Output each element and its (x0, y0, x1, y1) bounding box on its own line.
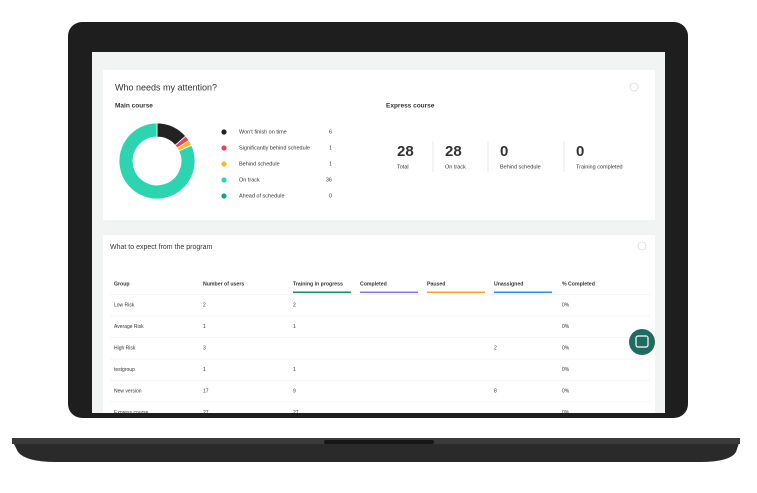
legend-dot (221, 177, 227, 183)
column-underline (427, 291, 485, 294)
program-card (103, 235, 655, 413)
legend-dot (221, 129, 227, 135)
card-title: What to expect from the program (110, 244, 212, 251)
table-cell: 0% (562, 345, 570, 351)
legend-value: 36 (326, 177, 332, 183)
column-underline (293, 291, 351, 294)
column-header: Paused (427, 281, 445, 287)
table-cell: 2 (203, 302, 206, 308)
legend-value: 0 (329, 193, 332, 199)
table-cell: 27 (203, 410, 209, 416)
table-cell: 2 (293, 302, 296, 308)
table-cell: 1 (293, 367, 296, 373)
stat-value: 28 (445, 143, 462, 160)
card-title: Who needs my attention? (115, 82, 217, 92)
legend-value: 1 (329, 145, 332, 151)
attention-card (103, 70, 655, 220)
table-cell: 9 (293, 388, 296, 394)
legend-label: Significantly behind schedule (239, 145, 310, 151)
help-icon[interactable] (637, 241, 647, 251)
group-link[interactable]: Low Risk (114, 302, 135, 308)
column-header: Training in progress (293, 281, 343, 287)
group-link[interactable]: High Risk (114, 345, 136, 351)
legend-label: On track (239, 177, 260, 183)
legend-value: 1 (329, 161, 332, 167)
table-cell: 27 (293, 410, 299, 416)
group-link[interactable]: testgroup (114, 367, 135, 373)
stat-label: Total (397, 164, 409, 170)
stat-value: 0 (576, 143, 584, 160)
stat-value: 28 (397, 143, 414, 160)
dashboard: Who needs my attention? Main course Expr… (103, 70, 655, 416)
column-header: Completed (360, 281, 387, 287)
section-title: Express course (386, 103, 435, 110)
table-cell: 0% (562, 367, 570, 373)
table-cell: 0% (562, 302, 570, 308)
column-header: Unassigned (494, 281, 523, 287)
table-cell: 3 (203, 345, 206, 351)
column-header: Number of users (203, 281, 244, 287)
legend-dot (221, 145, 227, 151)
legend-value: 6 (329, 129, 332, 135)
table-cell: 0% (562, 324, 570, 330)
table-cell: 17 (203, 388, 209, 394)
legend-label: Ahead of schedule (239, 193, 285, 199)
column-underline (494, 291, 552, 294)
legend-dot (221, 193, 227, 199)
table-cell: 1 (293, 324, 296, 330)
table-cell: 0% (562, 410, 570, 416)
chat-icon (635, 335, 649, 348)
table-cell: 2 (494, 345, 497, 351)
help-icon[interactable] (629, 82, 639, 92)
table-cell: 1 (203, 324, 206, 330)
table-cell: 0% (562, 388, 570, 394)
column-underline (360, 291, 418, 294)
stat-label: Behind schedule (500, 164, 541, 170)
column-header: Group (114, 281, 130, 287)
group-link[interactable]: Express course (114, 410, 149, 416)
stat-label: On track (445, 164, 466, 170)
laptop-notch (324, 440, 434, 444)
table-cell: 8 (494, 388, 497, 394)
table-cell: 1 (203, 367, 206, 373)
group-link[interactable]: Average Risk (114, 324, 144, 330)
stat-value: 0 (500, 143, 508, 160)
legend-label: Behind schedule (239, 161, 280, 167)
laptop-base (12, 440, 740, 462)
column-header: % Completed (562, 281, 595, 287)
donut-slice (118, 122, 196, 200)
legend-dot (221, 161, 227, 167)
group-link[interactable]: New version (114, 388, 142, 394)
chat-button[interactable] (629, 329, 655, 355)
legend-label: Won't finish on time (239, 129, 287, 135)
stat-label: Training completed (576, 164, 623, 170)
section-title: Main course (115, 103, 153, 110)
